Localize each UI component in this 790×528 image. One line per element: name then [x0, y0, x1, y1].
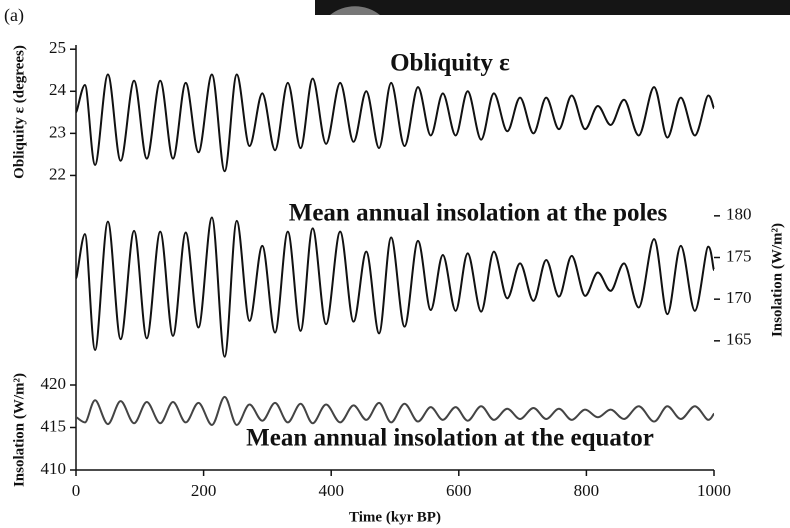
- y-axis-label: Insolation (W/m²): [769, 223, 785, 337]
- y-tick-label: 165: [726, 330, 752, 349]
- y-tick-label: 180: [726, 205, 752, 224]
- panel-label: (a): [4, 5, 24, 26]
- series-line: [75, 395, 715, 426]
- y-tick-label: 420: [41, 374, 67, 393]
- series-label: Mean annual insolation at the poles: [289, 200, 668, 227]
- y-tick-label: 415: [41, 416, 67, 435]
- x-tick-label: 0: [72, 481, 81, 500]
- x-tick-label: 600: [446, 481, 472, 500]
- y-axis-label: Insolation (W/m²): [11, 373, 27, 487]
- x-tick-label: 200: [191, 481, 217, 500]
- top-strip: [315, 0, 790, 15]
- y-tick-label: 22: [49, 164, 66, 183]
- y-axis-label: Obliquity ε (degrees): [11, 45, 27, 179]
- x-tick-label: 800: [574, 481, 600, 500]
- y-tick-label: 170: [726, 288, 752, 307]
- y-tick-label: 175: [726, 246, 752, 265]
- series-line: [75, 73, 715, 173]
- x-tick-label: 400: [318, 481, 344, 500]
- strip-arc: [330, 6, 380, 16]
- y-tick-label: 23: [49, 122, 66, 141]
- series-label: Obliquity ε: [390, 50, 510, 77]
- series-line: [75, 216, 715, 358]
- series-label: Mean annual insolation at the equator: [246, 425, 654, 452]
- x-tick-label: 1000: [697, 481, 731, 500]
- y-tick-label: 24: [49, 80, 67, 99]
- y-tick-label: 25: [49, 38, 66, 57]
- y-tick-label: 410: [41, 459, 67, 478]
- x-axis-label: Time (kyr BP): [349, 509, 441, 525]
